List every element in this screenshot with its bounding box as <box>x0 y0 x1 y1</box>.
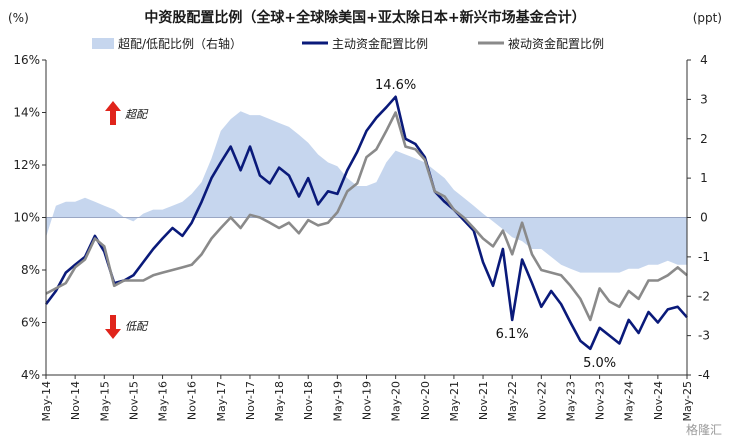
x-tick-label: May-18 <box>273 381 286 422</box>
x-tick-label: May-16 <box>157 381 170 422</box>
legend: 超配/低配比例（右轴） 主动资金配置比例 被动资金配置比例 <box>92 36 604 51</box>
overweight-underweight-area <box>46 111 687 273</box>
right-tick-label: 4 <box>700 53 708 67</box>
x-tick-label: May-22 <box>506 381 519 422</box>
left-tick-label: 14% <box>13 106 40 120</box>
right-tick-label: -1 <box>698 250 710 264</box>
x-tick-label: Nov-21 <box>477 381 490 420</box>
arrow-down-icon <box>105 315 121 339</box>
x-tick-label: May-14 <box>40 381 53 422</box>
right-tick-label: 0 <box>700 211 708 225</box>
annotation-layer: 14.6% 6.1% 5.0% <box>375 78 616 371</box>
data-label: 14.6% <box>375 78 416 93</box>
x-tick-label: May-17 <box>215 381 228 422</box>
x-tick-label: Nov-18 <box>302 381 315 420</box>
right-tick-label: -2 <box>698 289 710 303</box>
legend-swatch-area <box>92 38 114 49</box>
x-tick-label: Nov-17 <box>244 381 257 420</box>
data-label: 5.0% <box>583 356 616 371</box>
x-tick-label: Nov-23 <box>594 381 607 420</box>
x-tick-label: May-21 <box>448 381 461 422</box>
x-tick-label: May-25 <box>681 381 694 422</box>
x-tick-label: May-20 <box>390 381 403 422</box>
x-tick-label: Nov-14 <box>69 381 82 420</box>
right-axis-unit: (ppt) <box>693 11 722 25</box>
x-tick-label: Nov-24 <box>652 381 665 420</box>
legend-label: 被动资金配置比例 <box>508 36 604 51</box>
x-tick-label: May-19 <box>331 381 344 422</box>
legend-label: 超配/低配比例（右轴） <box>118 36 242 51</box>
x-tick-label: Nov-16 <box>186 381 199 420</box>
x-tick-label: Nov-15 <box>127 381 140 420</box>
overweight-note: 超配 <box>125 108 149 121</box>
x-tick-label: Nov-20 <box>419 381 432 420</box>
chart-title: 中资股配置比例（全球+全球除美国+亚太除日本+新兴市场基金合计） <box>144 9 585 26</box>
right-tick-label: -4 <box>698 368 710 382</box>
left-axis-unit: (%) <box>8 11 29 25</box>
lines-layer <box>44 95 688 351</box>
watermark: 格隆汇 <box>686 422 722 437</box>
x-tick-label: Nov-22 <box>535 381 548 420</box>
left-tick-label: 4% <box>21 368 40 382</box>
left-tick-label: 16% <box>13 53 40 67</box>
arrow-up-icon <box>105 101 121 125</box>
right-tick-label: -3 <box>698 329 710 343</box>
area-layer <box>46 111 687 273</box>
right-tick-label: 2 <box>700 132 708 146</box>
passive-funds-line <box>45 111 688 322</box>
left-tick-label: 12% <box>13 158 40 172</box>
legend-label: 主动资金配置比例 <box>332 36 428 51</box>
right-tick-label: 3 <box>700 92 708 106</box>
active-funds-line <box>44 95 688 351</box>
data-label: 6.1% <box>496 327 529 342</box>
x-tick-label: May-15 <box>98 381 111 422</box>
left-tick-label: 6% <box>21 316 40 330</box>
underweight-note: 低配 <box>125 320 149 333</box>
right-tick-label: 1 <box>700 171 708 185</box>
x-tick-label: Nov-19 <box>361 381 374 420</box>
left-tick-label: 10% <box>13 211 40 225</box>
axes-layer: 4% 6% 8% 10% 12% 14% 16% -4 -3 -2 -1 0 1 2 3 4 May-14 Nov… <box>13 53 710 422</box>
left-tick-label: 8% <box>21 263 40 277</box>
x-tick-label: May-23 <box>564 381 577 422</box>
x-tick-label: May-24 <box>623 381 636 422</box>
